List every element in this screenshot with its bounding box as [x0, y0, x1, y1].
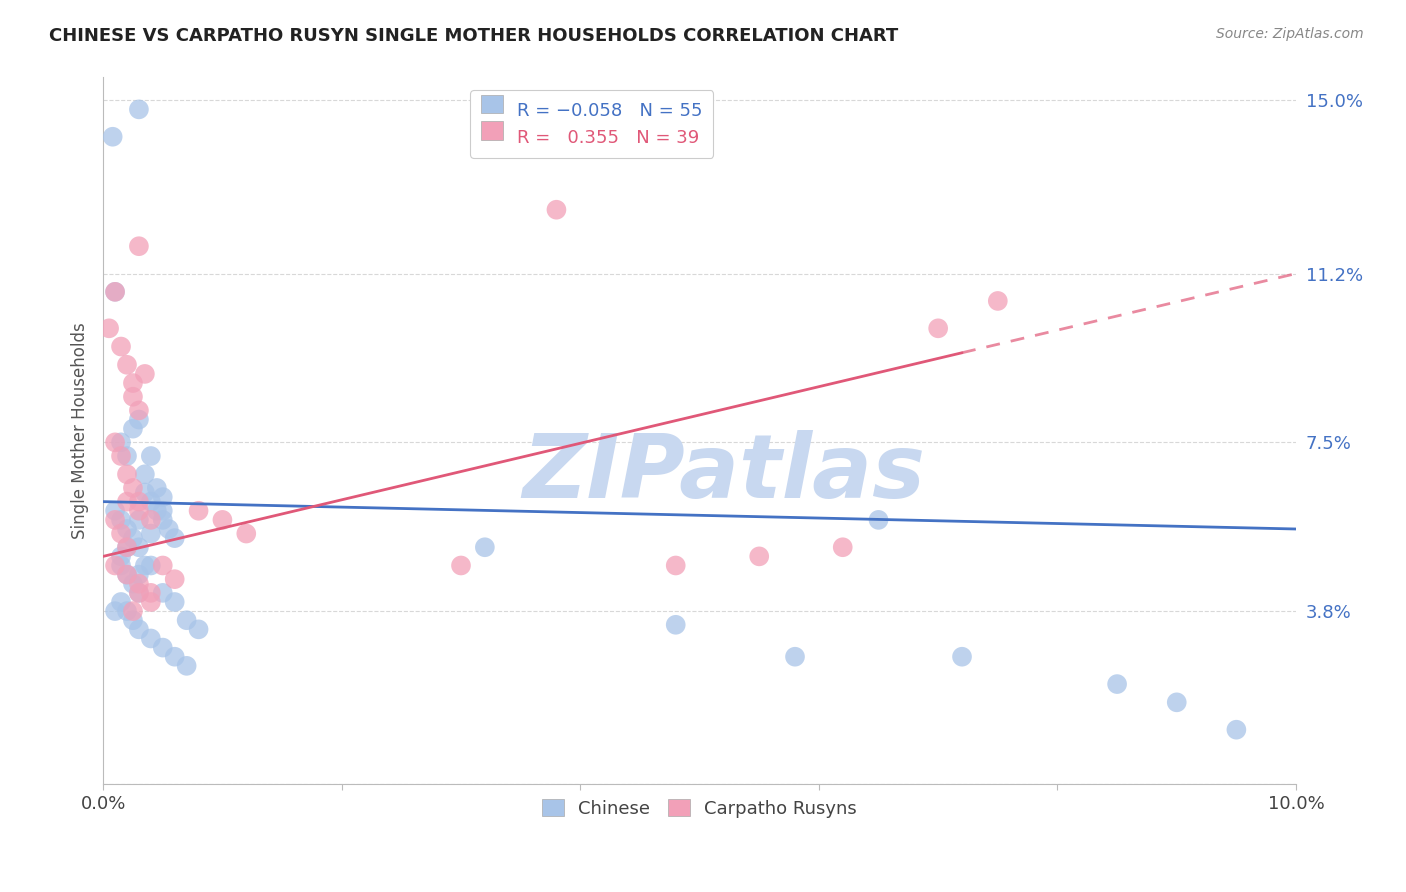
Point — [122, 481, 145, 495]
Point — [122, 576, 145, 591]
Point — [831, 541, 853, 555]
Point — [139, 632, 162, 646]
Point — [128, 541, 150, 555]
Point — [134, 367, 156, 381]
Point — [115, 541, 138, 555]
Point — [128, 576, 150, 591]
Point — [163, 595, 186, 609]
Point — [128, 412, 150, 426]
Point — [110, 435, 132, 450]
Point — [187, 504, 209, 518]
Point — [110, 558, 132, 573]
Point — [152, 586, 174, 600]
Point — [163, 572, 186, 586]
Point — [748, 549, 770, 564]
Point — [474, 541, 496, 555]
Text: Source: ZipAtlas.com: Source: ZipAtlas.com — [1216, 27, 1364, 41]
Point — [157, 522, 180, 536]
Point — [115, 449, 138, 463]
Text: ZIPatlas: ZIPatlas — [522, 430, 925, 516]
Point — [139, 494, 162, 508]
Point — [546, 202, 568, 217]
Point — [139, 586, 162, 600]
Point — [665, 617, 688, 632]
Point — [139, 595, 162, 609]
Point — [1107, 677, 1129, 691]
Legend: Chinese, Carpatho Rusyns: Chinese, Carpatho Rusyns — [534, 792, 865, 825]
Point — [115, 522, 138, 536]
Point — [128, 513, 150, 527]
Point — [146, 481, 169, 495]
Point — [122, 422, 145, 436]
Point — [104, 504, 127, 518]
Point — [115, 567, 138, 582]
Point — [176, 658, 198, 673]
Point — [128, 586, 150, 600]
Point — [122, 613, 145, 627]
Point — [152, 558, 174, 573]
Point — [104, 435, 127, 450]
Point — [134, 485, 156, 500]
Point — [128, 504, 150, 518]
Point — [139, 513, 162, 527]
Point — [104, 285, 127, 299]
Point — [134, 558, 156, 573]
Point — [104, 513, 127, 527]
Point — [115, 567, 138, 582]
Point — [115, 467, 138, 482]
Point — [163, 531, 186, 545]
Text: CHINESE VS CARPATHO RUSYN SINGLE MOTHER HOUSEHOLDS CORRELATION CHART: CHINESE VS CARPATHO RUSYN SINGLE MOTHER … — [49, 27, 898, 45]
Point — [110, 449, 132, 463]
Point — [163, 649, 186, 664]
Point — [139, 449, 162, 463]
Point — [98, 321, 121, 335]
Point — [1166, 695, 1188, 709]
Point — [211, 513, 233, 527]
Point — [152, 640, 174, 655]
Point — [868, 513, 890, 527]
Point — [110, 340, 132, 354]
Point — [152, 490, 174, 504]
Point — [122, 604, 145, 618]
Y-axis label: Single Mother Households: Single Mother Households — [72, 323, 89, 540]
Point — [104, 285, 127, 299]
Point — [665, 558, 688, 573]
Point — [110, 595, 132, 609]
Point — [450, 558, 472, 573]
Point — [1225, 723, 1247, 737]
Point — [927, 321, 949, 335]
Point — [128, 623, 150, 637]
Point — [128, 567, 150, 582]
Point — [110, 526, 132, 541]
Point — [187, 623, 209, 637]
Point — [987, 293, 1010, 308]
Point — [128, 586, 150, 600]
Point — [122, 390, 145, 404]
Point — [128, 103, 150, 117]
Point — [152, 513, 174, 527]
Point — [146, 504, 169, 518]
Point — [176, 613, 198, 627]
Point — [128, 239, 150, 253]
Point — [104, 558, 127, 573]
Point — [122, 531, 145, 545]
Point — [128, 494, 150, 508]
Point — [104, 604, 127, 618]
Point — [110, 549, 132, 564]
Point — [783, 649, 806, 664]
Point — [115, 358, 138, 372]
Point — [122, 376, 145, 390]
Point — [139, 526, 162, 541]
Point — [134, 467, 156, 482]
Point — [110, 513, 132, 527]
Point — [235, 526, 257, 541]
Point — [950, 649, 973, 664]
Point — [139, 558, 162, 573]
Point — [115, 541, 138, 555]
Point — [128, 403, 150, 417]
Point — [115, 604, 138, 618]
Point — [152, 504, 174, 518]
Point — [101, 129, 124, 144]
Point — [115, 494, 138, 508]
